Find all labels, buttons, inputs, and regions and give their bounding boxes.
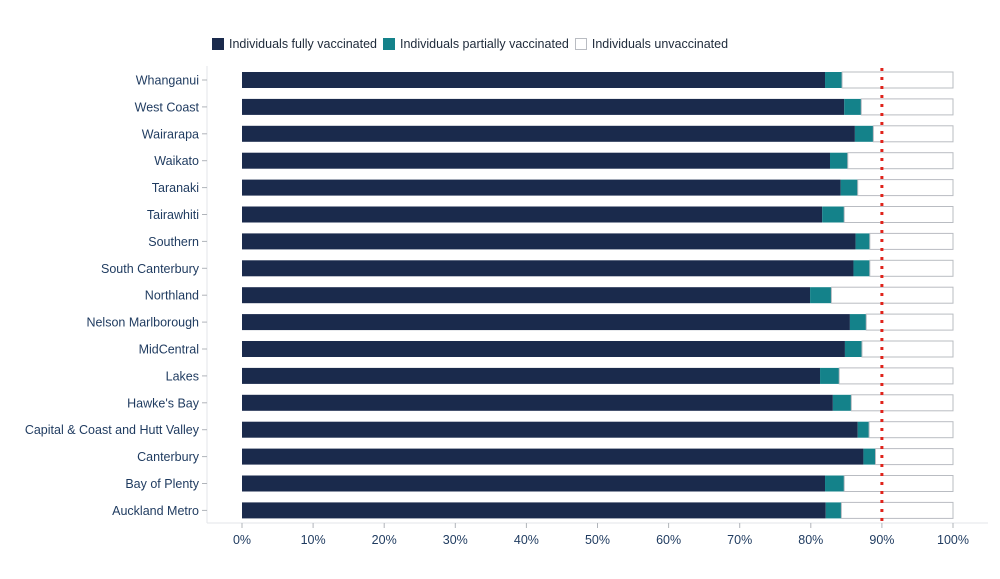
y-tick-label: Bay of Plenty [125,477,199,491]
bar-segment-partial [863,448,876,465]
bar-segment-full [242,260,854,277]
legend-item-full: Individuals fully vaccinated [212,37,377,51]
y-tick-label: MidCentral [139,343,199,357]
bar-segment-unvax [869,232,954,250]
y-tick-label: Hawke's Bay [127,396,200,410]
bar-segment-full [242,179,841,196]
y-tick-label: Northland [145,289,199,303]
bar-segment-full [242,98,845,115]
bar-segment-unvax [841,71,954,89]
bar-segment-partial [855,233,870,250]
x-tick-label: 10% [301,533,326,547]
bar-segment-full [242,125,855,142]
bar-segment-partial [829,152,848,169]
bar-segment-unvax [857,179,954,197]
bar-segment-partial [825,502,842,519]
y-tick-label: Canterbury [137,450,200,464]
bar-segment-full [242,287,811,304]
bar-segment-partial [810,287,832,304]
bar-segment-unvax [847,152,954,170]
bar-segment-unvax [838,367,954,385]
y-tick-label: Taranaki [152,181,199,195]
bar-segment-unvax [840,501,954,519]
bar-segment-partial [849,314,867,331]
x-tick-label: 30% [443,533,468,547]
x-tick-label: 20% [372,533,397,547]
y-tick-label: Capital & Coast and Hutt Valley [25,423,200,437]
y-tick-label: Southern [148,235,199,249]
legend-label-full: Individuals fully vaccinated [229,37,377,51]
x-tick-label: 70% [727,533,752,547]
bar-segment-unvax [869,259,954,277]
y-tick-label: Tairawhiti [147,208,199,222]
legend-label-partial: Individuals partially vaccinated [400,37,569,51]
bar-segment-partial [854,125,874,142]
bar-segment-full [242,394,833,411]
bar-segment-unvax [843,475,954,492]
bar-segment-full [242,152,830,169]
legend-label-unvax: Individuals unvaccinated [591,37,729,51]
x-tick-label: 100% [937,533,969,547]
x-tick-label: 50% [585,533,610,547]
bar-segment-partial [840,179,858,196]
bar-segment-unvax [830,286,954,304]
bar-segment-unvax [872,125,954,143]
x-tick-label: 0% [233,533,251,547]
bar-segment-full [242,367,821,384]
bar-segment-unvax [865,313,954,331]
legend-item-partial: Individuals partially vaccinated [383,37,569,51]
bar-segment-full [242,475,826,492]
bar-segment-partial [820,367,840,384]
bar-segment-full [242,448,864,465]
chart-legend: Individuals fully vaccinated Individuals… [212,37,734,51]
bar-segment-full [242,341,845,357]
bar-segment-partial [844,341,862,357]
bar-segment-unvax [875,448,954,466]
legend-swatch-full [212,38,224,50]
bar-segment-partial [825,475,845,492]
bar-segment-unvax [868,421,954,439]
bar-segment-partial [844,98,862,115]
bar-segment-full [242,421,858,438]
bar-segment-partial [832,394,852,411]
bar-segment-unvax [850,394,954,412]
x-tick-label: 40% [514,533,539,547]
bar-segment-partial [825,72,843,88]
bar-segment-partial [822,206,845,223]
y-tick-label: Nelson Marlborough [86,316,199,330]
y-tick-label: South Canterbury [101,262,200,276]
y-tick-label: Lakes [166,369,199,383]
bar-segment-full [242,233,856,250]
bar-segment-full [242,502,826,519]
bar-segment-unvax [861,340,954,358]
x-tick-label: 90% [869,533,894,547]
bar-segment-partial [857,421,870,438]
y-tick-label: Auckland Metro [112,504,199,518]
bar-segment-full [242,314,850,331]
legend-swatch-unvax [574,38,587,50]
bar-segment-full [242,206,823,223]
x-tick-label: 60% [656,533,681,547]
bar-segment-partial [853,260,870,277]
legend-item-unvax: Individuals unvaccinated [574,37,729,51]
x-tick-label: 80% [798,533,823,547]
y-tick-label: Wairarapa [142,127,199,141]
bar-segment-full [242,72,826,88]
legend-swatch-partial [383,38,395,50]
y-tick-label: Whanganui [136,74,199,88]
y-tick-label: West Coast [135,100,200,114]
bar-segment-unvax [843,206,954,223]
bar-segment-unvax [860,98,954,116]
y-tick-label: Waikato [154,154,199,168]
